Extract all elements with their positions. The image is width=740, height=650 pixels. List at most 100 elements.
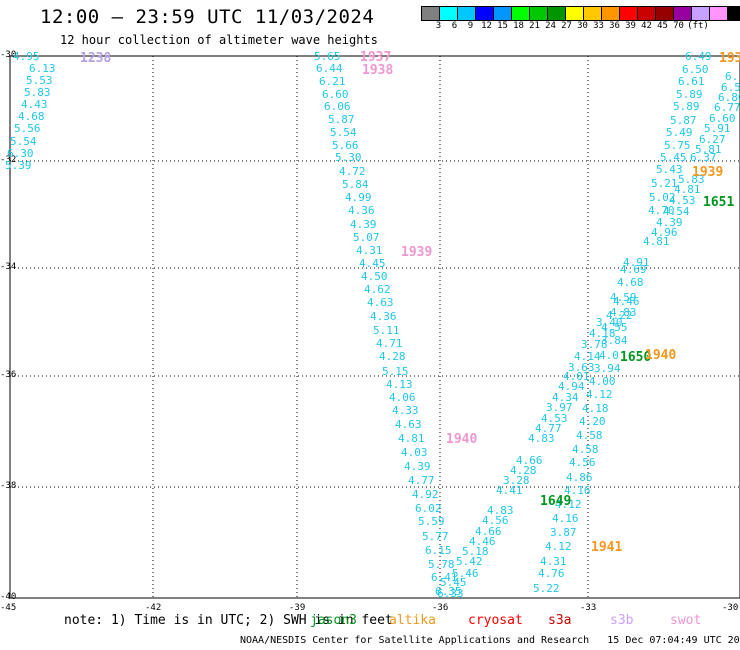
wave-height-label: 5.84	[342, 178, 369, 191]
color-scale-label: 27	[561, 21, 572, 31]
legend-note: note: 1) Time is in UTC; 2) SWH is in fe…	[64, 613, 393, 628]
wave-height-label: 6.80	[718, 91, 740, 104]
longitude-tick-label: -33	[580, 603, 597, 613]
wave-height-label: 4.83	[528, 432, 555, 445]
wave-height-label: 4.22	[606, 309, 633, 322]
wave-height-label: 4.81	[398, 432, 425, 445]
color-scale	[421, 6, 740, 21]
wave-height-label: 6.35	[435, 585, 462, 598]
color-scale-label: (ft)	[687, 21, 709, 31]
wave-height-label: 5.43	[656, 163, 683, 176]
color-scale-label: 36	[609, 21, 620, 31]
color-swatch	[565, 6, 584, 21]
latitude-tick-label: -30	[0, 50, 17, 60]
wave-height-label: 4.16	[552, 512, 579, 525]
pass-time-label: 1937	[360, 50, 392, 65]
wave-height-label: 6.30	[7, 147, 34, 160]
wave-height-label: 5.18	[462, 545, 489, 558]
wave-height-label: 6.15	[425, 544, 452, 557]
wave-height-label: 4.83	[487, 504, 514, 517]
wave-height-label: 4.72	[339, 165, 366, 178]
wave-height-label: 5.30	[335, 151, 362, 164]
wave-height-label: 4.28	[379, 350, 406, 363]
wave-height-label: 4.56	[482, 514, 509, 527]
wave-height-label: 5.07	[353, 231, 380, 244]
wave-height-label: 4.68	[617, 276, 644, 289]
color-swatch	[691, 6, 710, 21]
wave-height-label: 5.81	[695, 143, 722, 156]
color-swatch	[439, 6, 458, 21]
wave-height-label: 6.06	[324, 100, 351, 113]
wave-height-label: 4.96	[651, 226, 678, 239]
wave-height-label: 4.31	[356, 244, 383, 257]
latitude-tick-label: -40	[0, 592, 17, 602]
wave-height-label: 6.50	[682, 63, 709, 76]
wave-height-label: 3.28	[503, 474, 530, 487]
wave-height-label: 4.86	[566, 471, 593, 484]
wave-height-label: 4.66	[516, 454, 543, 467]
wave-height-label: 4.53	[541, 412, 568, 425]
wave-height-label: 5.91	[704, 122, 731, 135]
legend-item-jason3: jason3	[310, 613, 357, 628]
wave-height-label: 4.43	[21, 98, 48, 111]
wave-height-label: 4.36	[370, 310, 397, 323]
wave-height-label: 4.0	[599, 349, 619, 362]
wave-height-label: 5.77	[422, 530, 449, 543]
wave-height-label: 5.89	[673, 100, 700, 113]
wave-height-label: 5.54	[10, 135, 37, 148]
wave-height-label: 5.83	[24, 86, 51, 99]
legend-item-s3a: s3a	[548, 613, 572, 628]
wave-height-label: 4.66	[475, 525, 502, 538]
wave-height-label: 4.95	[13, 50, 40, 63]
pass-time-label: 1650	[620, 350, 652, 365]
wave-height-label: 4.39	[350, 218, 377, 231]
wave-height-label: 6.	[725, 70, 739, 83]
latitude-tick-label: -34	[0, 262, 17, 272]
pass-time-label: 1238	[80, 51, 112, 66]
wave-height-label: 3.84	[601, 334, 628, 347]
pass-time-label: 1938	[362, 63, 394, 78]
color-swatch	[619, 6, 638, 21]
wave-height-label: 4.33	[392, 404, 419, 417]
wave-height-label: 6.44	[316, 62, 343, 75]
pass-time-label: 1940	[645, 348, 677, 363]
wave-height-label: 5.46	[452, 567, 479, 580]
pass-time-label: 1939	[692, 165, 724, 180]
wave-height-label: 4.39	[404, 460, 431, 473]
wave-height-label: 4.58	[572, 443, 599, 456]
legend-item-altika: altika	[389, 613, 436, 628]
color-scale-label: 12	[481, 21, 492, 31]
wave-height-label: 5.56	[14, 122, 41, 135]
wave-height-label: 5.49	[666, 126, 693, 139]
longitude-tick-label: -36	[432, 603, 449, 613]
grid-lines	[10, 56, 740, 598]
wave-height-label: 5.54	[330, 126, 357, 139]
wave-height-label: 4.77	[535, 422, 562, 435]
wave-height-label: 5.39	[5, 159, 32, 172]
longitude-tick-label: -42	[145, 603, 162, 613]
latitude-tick-label: -38	[0, 481, 17, 491]
footer-credit: NOAA/NESDIS Center for Satellite Applica…	[240, 635, 740, 646]
wave-height-label: 4.12	[555, 498, 582, 511]
wave-height-label: 4.59	[610, 291, 637, 304]
color-scale-label: 30	[577, 21, 588, 31]
color-swatch	[583, 6, 602, 21]
wave-height-label: 5.02	[649, 191, 676, 204]
wave-height-label: 4.46	[613, 295, 640, 308]
color-swatch	[727, 6, 740, 21]
color-scale-label: 15	[497, 21, 508, 31]
wave-height-label: 4.13	[386, 378, 413, 391]
wave-height-label: 4.16	[564, 484, 591, 497]
wave-height-label: 4.45	[359, 257, 386, 270]
color-scale-label: 6	[451, 21, 458, 31]
wave-height-label: 5.83	[678, 173, 705, 186]
wave-height-label: 6.02	[415, 502, 442, 515]
wave-height-label: 4.63	[395, 418, 422, 431]
color-scale-label: 24	[545, 21, 556, 31]
wave-height-label: 4.50	[361, 270, 388, 283]
wave-height-label: 5.65	[314, 50, 341, 63]
wave-height-label: 3.63	[568, 361, 595, 374]
wave-height-label: 3.87	[550, 526, 577, 539]
wave-height-label: 6.37	[690, 151, 717, 164]
map-frame	[9, 55, 740, 599]
